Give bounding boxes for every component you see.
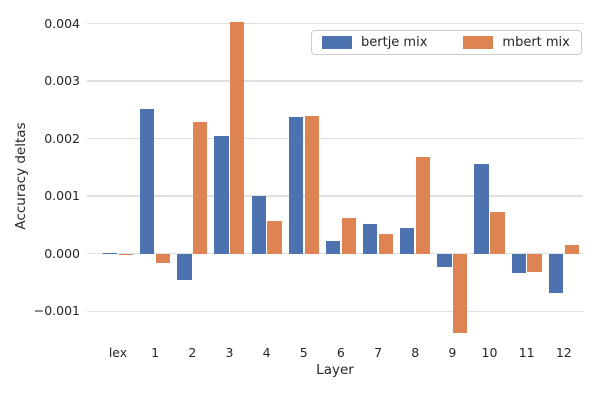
bar-bertje-mix-4 xyxy=(251,195,266,254)
gridline xyxy=(87,195,583,197)
bar-bertje-mix-12 xyxy=(548,253,564,293)
bar-mbert-mix-7 xyxy=(378,234,394,254)
bar-bertje-mix-3 xyxy=(214,135,229,254)
bar-mbert-mix-lex xyxy=(118,253,134,255)
gridline xyxy=(87,22,583,25)
x-tick-label-8: 8 xyxy=(411,345,420,360)
bar-bertje-mix-10 xyxy=(474,164,489,254)
y-tick-label: −0.001 xyxy=(33,303,80,319)
bar-mbert-mix-6 xyxy=(341,218,356,254)
y-tick-label: 0.004 xyxy=(44,15,80,31)
x-tick-label-3: 3 xyxy=(225,345,234,360)
bar-mbert-mix-9 xyxy=(453,253,468,334)
x-tick-label-lex: lex xyxy=(108,345,128,360)
bar-mbert-mix-11 xyxy=(527,253,542,272)
y-tick-label: 0.003 xyxy=(44,73,80,89)
bar-bertje-mix-11 xyxy=(511,253,526,274)
x-tick-label-12: 12 xyxy=(555,345,572,360)
legend-swatch-icon xyxy=(322,36,352,49)
bar-bertje-mix-8 xyxy=(400,227,415,254)
x-tick-label-1: 1 xyxy=(151,345,160,360)
bar-mbert-mix-5 xyxy=(304,116,319,254)
x-axis-label: Layer xyxy=(316,362,354,378)
bar-bertje-mix-5 xyxy=(288,117,303,254)
x-tick-label-11: 11 xyxy=(518,345,535,360)
bar-bertje-mix-1 xyxy=(140,109,155,254)
legend-swatch-icon xyxy=(463,36,494,49)
x-tick-label-6: 6 xyxy=(336,345,345,360)
gridline xyxy=(87,253,583,255)
y-tick-label: 0.001 xyxy=(44,188,80,204)
bar-mbert-mix-8 xyxy=(415,157,431,254)
bar-mbert-mix-4 xyxy=(267,220,282,254)
bar-mbert-mix-1 xyxy=(155,253,171,263)
x-tick-label-4: 4 xyxy=(262,345,271,360)
y-tick-label: 0.002 xyxy=(44,130,80,146)
legend-label: mbert mix xyxy=(502,35,570,50)
legend-item-mbert-mix: mbert mix xyxy=(463,35,570,50)
x-tick-label-5: 5 xyxy=(299,345,308,360)
bar-mbert-mix-10 xyxy=(490,212,505,254)
bar-bertje-mix-7 xyxy=(363,224,378,254)
legend-label: bertje mix xyxy=(361,35,428,50)
x-tick-label-9: 9 xyxy=(448,345,457,360)
bar-bertje-mix-2 xyxy=(177,253,192,281)
gridline xyxy=(87,80,583,82)
bar-mbert-mix-2 xyxy=(193,121,208,254)
legend: bertje mix mbert mix xyxy=(311,30,582,55)
bar-mbert-mix-12 xyxy=(564,245,579,254)
bar-bertje-mix-lex xyxy=(102,253,118,254)
bar-bertje-mix-6 xyxy=(325,241,341,254)
x-tick-label-7: 7 xyxy=(374,345,383,360)
gridline xyxy=(87,310,583,312)
x-tick-label-2: 2 xyxy=(188,345,197,360)
y-tick-label: 0.000 xyxy=(44,245,80,261)
bar-mbert-mix-3 xyxy=(230,21,245,254)
x-tick-label-10: 10 xyxy=(481,345,498,360)
legend-item-bertje-mix: bertje mix xyxy=(322,35,427,50)
gridline xyxy=(87,137,583,140)
bar-bertje-mix-9 xyxy=(437,253,452,267)
